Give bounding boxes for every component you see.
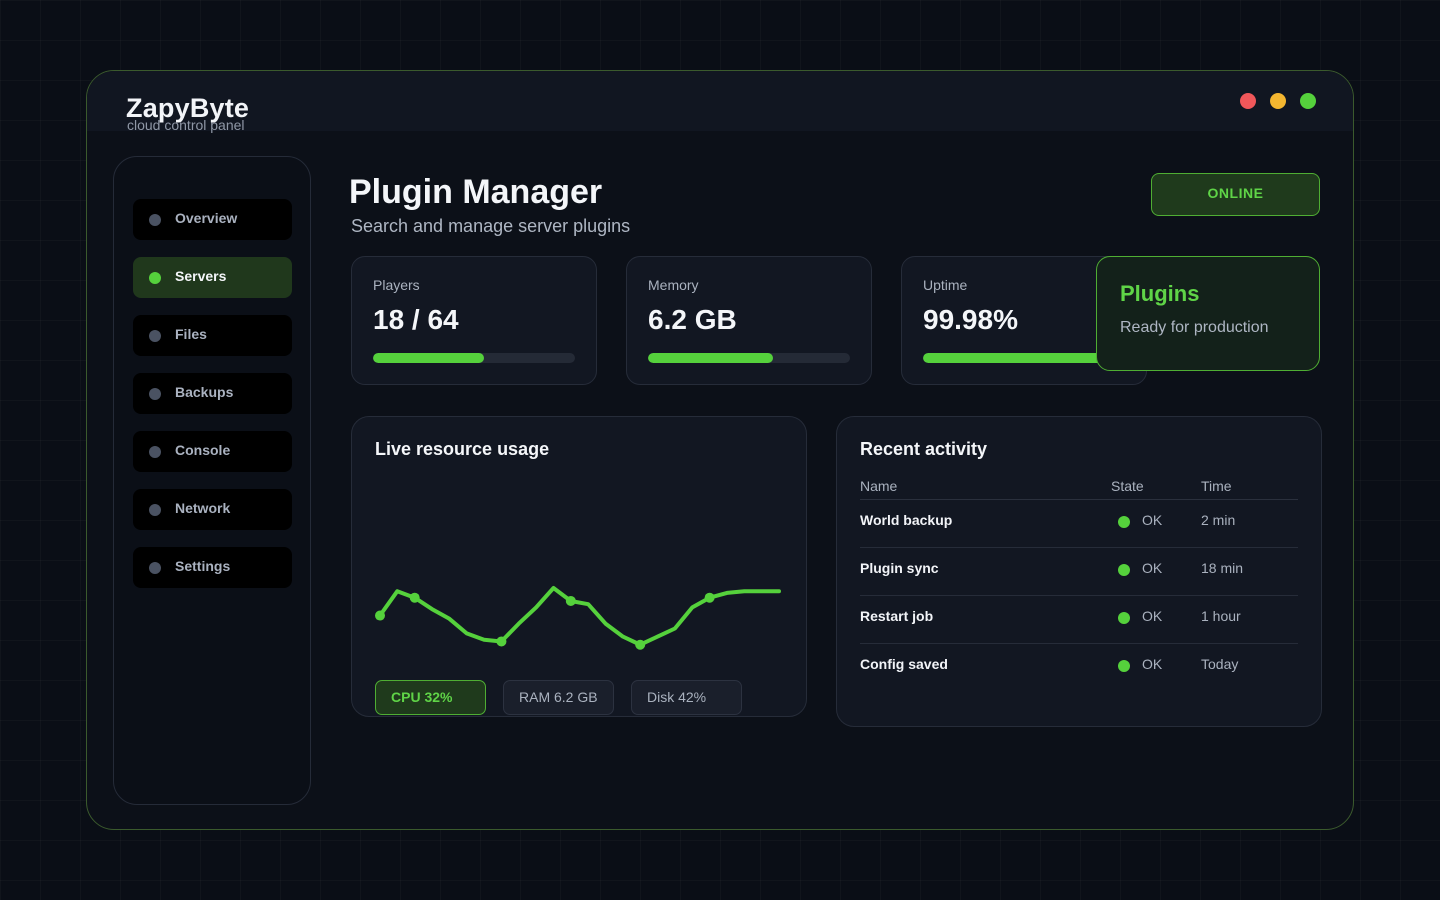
column-header-time: Time [1201,478,1232,494]
close-window-icon[interactable] [1240,93,1256,109]
progress-fill [923,353,1125,363]
sidebar-item-label: Overview [175,210,238,226]
chip-cpu[interactable]: CPU 32% [375,680,486,715]
chip-disk[interactable]: Disk 42% [631,680,742,715]
table-row[interactable]: Plugin sync OK 18 min [860,548,1298,596]
table-row[interactable]: Config saved OK Today [860,644,1298,692]
table-row[interactable]: Restart job OK 1 hour [860,596,1298,644]
sidebar-item-label: Settings [175,558,231,574]
data-point[interactable] [635,639,646,650]
nav-dot-icon [149,388,161,400]
data-point[interactable] [565,595,576,606]
sidebar-item-settings[interactable]: Settings [133,547,292,588]
stat-value: 6.2 GB [648,304,737,335]
brand-name: ZapyByte [126,93,250,123]
sidebar-item-backups[interactable]: Backups [133,373,292,414]
row-time: 1 hour [1201,608,1241,624]
status-ok-icon [1118,516,1130,528]
chip-ram[interactable]: RAM 6.2 GB [503,680,614,715]
row-state: OK [1142,656,1163,672]
table-row[interactable]: World backup OK 2 min [860,500,1298,548]
row-divider [860,643,1298,644]
row-time: 18 min [1201,560,1244,576]
data-point[interactable] [704,592,715,603]
brand-tagline: cloud control panel [127,117,245,133]
activity-title: Recent activity [860,439,988,459]
sidebar-item-label: Network [175,500,231,516]
progress-track [923,353,1125,363]
row-divider [860,547,1298,548]
row-divider [860,595,1298,596]
column-header-state: State [1111,478,1144,494]
row-name: Restart job [860,608,934,624]
app-window: ZapyByte cloud control panel Overview Se… [86,70,1354,830]
column-header-name: Name [860,478,898,494]
minimize-window-icon[interactable] [1270,93,1286,109]
resource-chart-panel: Live resource usage CPU 32% RAM 6.2 GB D… [351,416,807,717]
stat-card-players: Players 18 / 64 [351,256,597,385]
status-ok-icon [1118,564,1130,576]
resource-line-chart [375,586,781,650]
stat-value: 99.98% [923,304,1018,335]
row-name: World backup [860,512,953,528]
data-point[interactable] [496,636,507,647]
row-time: 2 min [1201,512,1236,528]
sidebar-item-console[interactable]: Console [133,431,292,472]
title-bar: ZapyByte cloud control panel [87,71,1353,133]
row-state: OK [1142,608,1163,624]
status-ok-icon [1118,660,1130,672]
sidebar: Overview Servers Files Backups Console N… [113,156,311,805]
stat-label: Uptime [923,277,968,293]
sidebar-item-files[interactable]: Files [133,315,292,356]
table-header-divider [860,499,1298,500]
page-subtitle: Search and manage server plugins [351,216,631,236]
nav-dot-icon [149,446,161,458]
maximize-window-icon[interactable] [1300,93,1316,109]
sidebar-item-label: Servers [175,268,227,284]
sidebar-item-label: Console [175,442,231,458]
row-name: Plugin sync [860,560,939,576]
page-title: Plugin Manager [349,173,603,211]
recent-activity-panel: Recent activity Name State Time World ba… [836,416,1322,727]
progress-fill [648,353,774,363]
data-point[interactable] [375,610,385,621]
progress-fill [373,353,485,363]
stat-card-memory: Memory 6.2 GB [626,256,872,385]
data-point[interactable] [409,592,420,603]
row-name: Config saved [860,656,948,672]
progress-track [373,353,575,363]
stat-label: Players [373,277,420,293]
cpu-series-line [378,586,781,647]
status-ok-icon [1118,612,1130,624]
row-state: OK [1142,560,1163,576]
nav-dot-icon [149,214,161,226]
nav-dot-icon [149,562,161,574]
stat-label: Memory [648,277,699,293]
sidebar-item-overview[interactable]: Overview [133,199,292,240]
chart-title: Live resource usage [375,439,550,459]
row-time: Today [1201,656,1239,672]
stat-value: 18 / 64 [373,304,459,335]
status-badge[interactable]: ONLINE [1151,173,1320,216]
row-state: OK [1142,512,1163,528]
nav-dot-icon [149,330,161,342]
sidebar-item-network[interactable]: Network [133,489,292,530]
progress-track [648,353,850,363]
plugins-card[interactable]: Plugins Ready for production [1096,256,1320,371]
nav-dot-icon [149,504,161,516]
sidebar-item-label: Files [175,326,207,342]
sidebar-item-label: Backups [175,384,234,400]
plugins-card-subtitle: Ready for production [1120,319,1269,336]
plugins-card-title: Plugins [1120,281,1200,306]
sidebar-item-servers[interactable]: Servers [133,257,292,298]
nav-dot-icon [149,272,161,284]
